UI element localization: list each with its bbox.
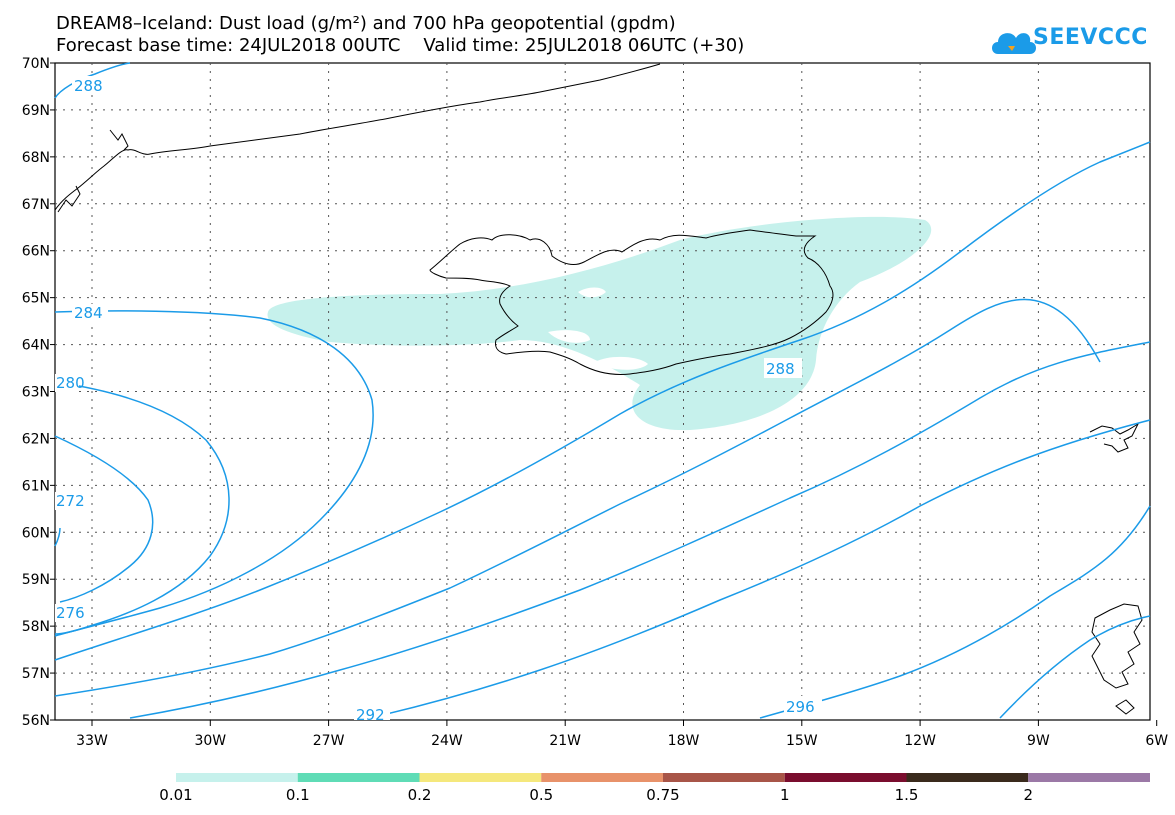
latitude-labels: 70N 69N 68N 67N 66N 65N 64N 63N 62N 61N 60N 59N 58N 5… bbox=[22, 56, 50, 729]
longitude-label: 12W bbox=[904, 733, 936, 749]
colorbar-label: 0.1 bbox=[285, 786, 310, 804]
longitude-labels: 33W 30W 27W 24W 21W 18W 15W 12W 9W 6W bbox=[76, 733, 1168, 749]
latitude-label: 62N bbox=[22, 431, 50, 447]
latitude-label: 61N bbox=[22, 478, 50, 494]
longitude-label: 30W bbox=[194, 733, 226, 749]
colorbar-swatch bbox=[906, 773, 1029, 782]
latitude-label: 64N bbox=[22, 338, 50, 354]
colorbar-swatch bbox=[419, 773, 542, 782]
longitude-label: 21W bbox=[549, 733, 581, 749]
colorbar-label: 0.2 bbox=[407, 786, 432, 804]
contour-label: 272 bbox=[56, 492, 85, 510]
longitude-label: 27W bbox=[313, 733, 345, 749]
colorbar bbox=[176, 773, 1150, 782]
contour-label: 284 bbox=[74, 304, 103, 322]
colorbar-label: 1.5 bbox=[894, 786, 919, 804]
latitude-label: 57N bbox=[22, 666, 50, 682]
longitude-label: 33W bbox=[76, 733, 108, 749]
geopotential-contours bbox=[54, 62, 1151, 719]
dust-gap bbox=[548, 287, 648, 370]
logo-text: SEEVCCC bbox=[1033, 25, 1148, 50]
colorbar-swatch bbox=[1028, 773, 1150, 782]
map-subtitle: Forecast base time: 24JUL2018 00UTC Vali… bbox=[56, 35, 745, 56]
longitude-label: 15W bbox=[786, 733, 818, 749]
latitude-label: 56N bbox=[22, 713, 50, 729]
coastlines bbox=[54, 63, 1143, 715]
contour-label: 292 bbox=[356, 706, 385, 724]
longitude-label: 18W bbox=[668, 733, 700, 749]
latitude-label: 60N bbox=[22, 525, 50, 541]
colorbar-swatch bbox=[663, 773, 785, 782]
latitude-label: 58N bbox=[22, 619, 50, 635]
contour-label: 288 bbox=[74, 77, 103, 95]
latitude-label: 63N bbox=[22, 385, 50, 401]
dust-load-shading bbox=[267, 216, 932, 431]
longitude-label: 9W bbox=[1027, 733, 1050, 749]
contour-label: 288 bbox=[766, 360, 795, 378]
contour-label: 296 bbox=[786, 698, 815, 716]
graticule bbox=[55, 63, 1150, 720]
latitude-label: 68N bbox=[22, 150, 50, 166]
colorbar-swatch bbox=[784, 773, 907, 782]
latitude-label: 70N bbox=[22, 56, 50, 72]
cloud-logo-icon bbox=[992, 33, 1036, 54]
colorbar-label: 0.75 bbox=[646, 786, 680, 804]
latitude-label: 59N bbox=[22, 572, 50, 588]
contour-label: 276 bbox=[56, 604, 85, 622]
colorbar-swatch bbox=[297, 773, 420, 782]
latitude-label: 67N bbox=[22, 197, 50, 213]
longitude-label: 24W bbox=[431, 733, 463, 749]
map-title: DREAM8–Iceland: Dust load (g/m²) and 700… bbox=[56, 13, 676, 34]
longitude-label: 6W bbox=[1145, 733, 1168, 749]
contour-label: 280 bbox=[56, 374, 85, 392]
latitude-label: 66N bbox=[22, 244, 50, 260]
colorbar-label: 1 bbox=[779, 786, 790, 804]
colorbar-label: 2 bbox=[1023, 786, 1034, 804]
latitude-label: 65N bbox=[22, 291, 50, 307]
axis-ticks bbox=[50, 62, 1158, 726]
colorbar-swatch bbox=[541, 773, 663, 782]
contour-labels: 288 284 280 272 276 288 292 296 bbox=[55, 76, 822, 724]
latitude-label: 69N bbox=[22, 103, 50, 119]
map-frame bbox=[54, 62, 1151, 721]
colorbar-swatch bbox=[176, 773, 298, 782]
colorbar-label: 0.01 bbox=[159, 786, 193, 804]
colorbar-label: 0.5 bbox=[529, 786, 554, 804]
